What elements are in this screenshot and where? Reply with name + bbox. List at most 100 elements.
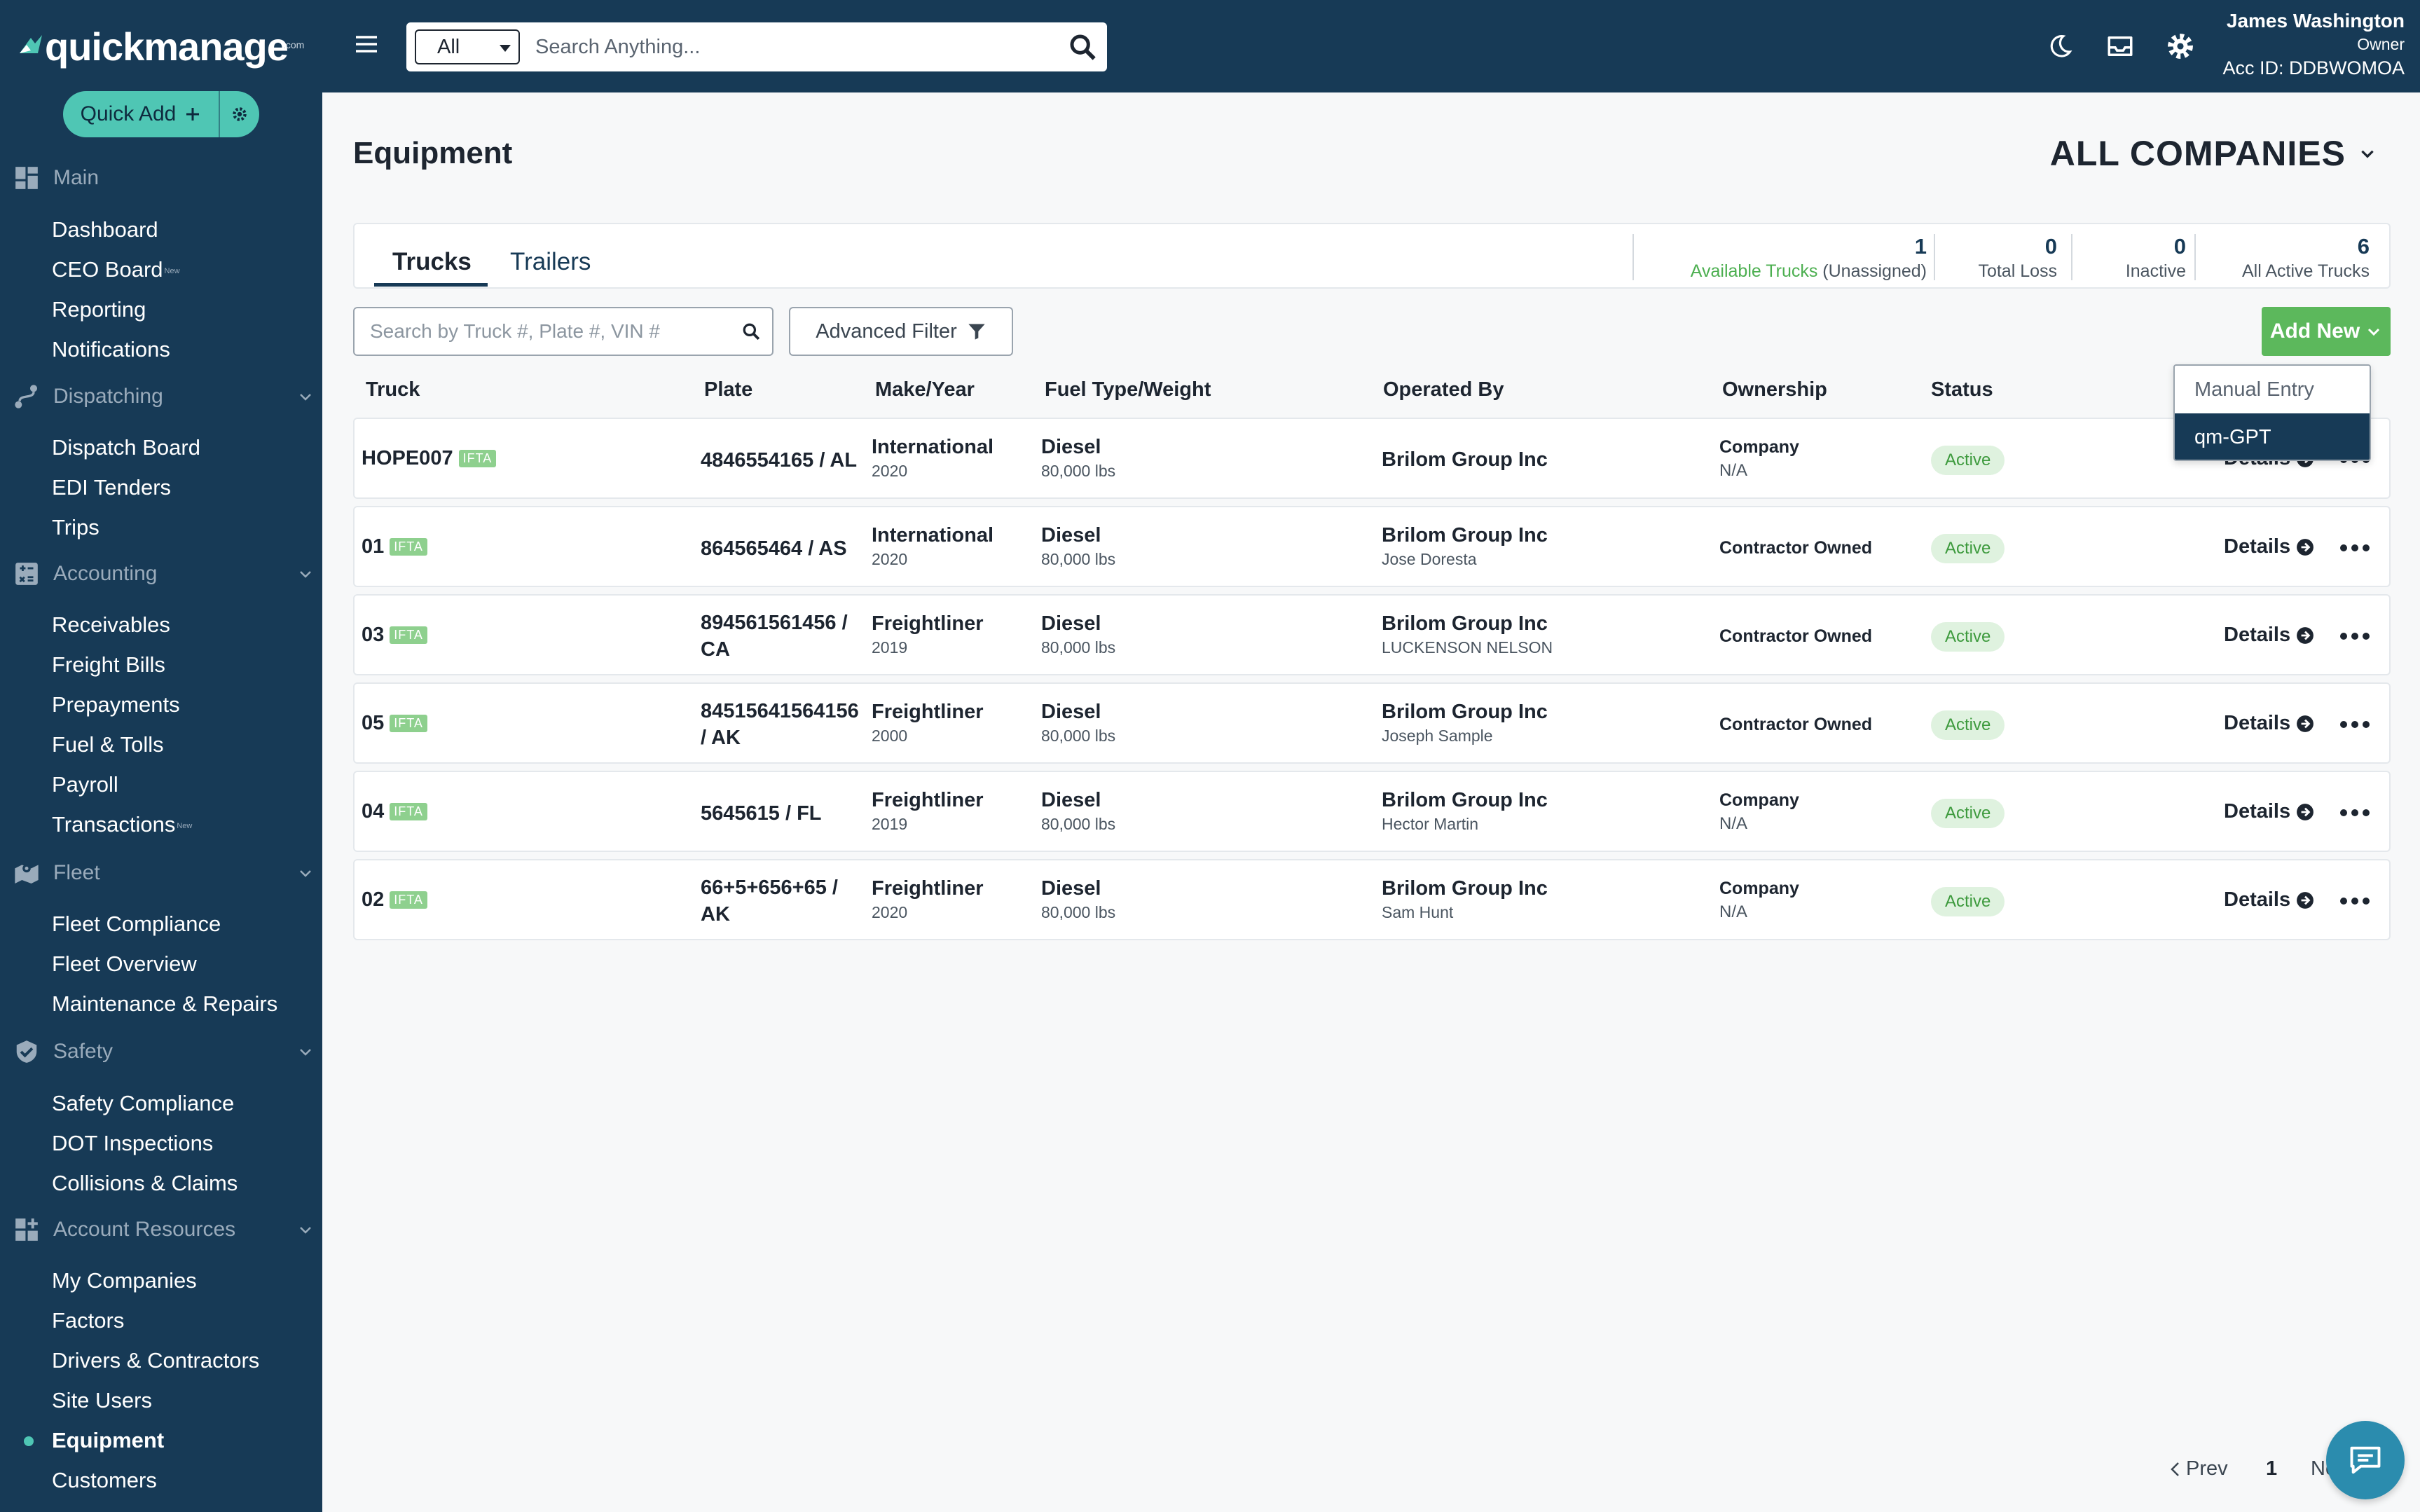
details-button[interactable]: Details (2224, 624, 2314, 647)
ownership-cell-primary: Contractor Owned (1719, 626, 1873, 646)
sidebar-item-transactions[interactable]: Transactions New (52, 807, 192, 842)
column-header-ownership[interactable]: Ownership (1722, 378, 1827, 401)
column-header-make-year[interactable]: Make/Year (875, 378, 975, 401)
inbox-button[interactable] (2105, 31, 2136, 62)
truck-search-button[interactable] (730, 322, 772, 341)
tab-trailers[interactable]: Trailers (510, 248, 591, 275)
top-bar: All James Washington Owner Acc ID: DDBWO… (322, 0, 2420, 92)
table-row[interactable]: 01 IFTA 864565464 / AS International 2020 Die… (353, 506, 2391, 587)
row-actions-button[interactable] (2337, 535, 2372, 561)
menu-item-manual-entry[interactable]: Manual Entry (2194, 378, 2314, 401)
sidebar-item-ceo-board-label: CEO Board (52, 257, 163, 282)
column-header-status[interactable]: Status (1931, 378, 1993, 401)
quick-add-main[interactable]: Quick Add (63, 91, 219, 137)
details-button[interactable]: Details (2224, 888, 2314, 912)
make-year-cell-primary: Freightliner (872, 789, 984, 811)
advanced-filter-button[interactable]: Advanced Filter (789, 307, 1013, 356)
sidebar-item-prepayments[interactable]: Prepayments (52, 692, 180, 717)
menu-toggle-button[interactable] (355, 34, 378, 55)
stat-available-trucks[interactable]: 1 Available Trucks (Unassigned) (1691, 233, 1927, 282)
section-accounting[interactable]: Accounting (13, 556, 314, 592)
add-new-button[interactable]: Add New (2262, 307, 2391, 356)
table-row[interactable]: HOPE007 IFTA 4846554165 / AL International 2… (353, 418, 2391, 499)
menu-item-qm-gpt[interactable]: qm-GPT (2175, 413, 2370, 460)
table-row[interactable]: 02 IFTA 66+5+656+65 / AK Freightliner 2020 Die… (353, 859, 2391, 940)
sidebar-item-safety-compliance[interactable]: Safety Compliance (52, 1091, 235, 1115)
sidebar-item-equipment[interactable]: Equipment (52, 1428, 165, 1452)
row-actions-button[interactable] (2337, 712, 2372, 737)
row-actions-button[interactable] (2337, 800, 2372, 825)
details-label: Details (2224, 712, 2291, 734)
stat-available-trucks-label: Available Trucks (Unassigned) (1691, 261, 1927, 282)
sidebar-item-factors[interactable]: Factors (52, 1308, 125, 1333)
section-safety[interactable]: Safety (13, 1033, 314, 1070)
global-search-button[interactable] (1058, 22, 1107, 71)
sidebar-item-my-companies[interactable]: My Companies (52, 1268, 197, 1293)
column-header-truck[interactable]: Truck (366, 378, 420, 401)
sidebar-item-maintenance-repairs[interactable]: Maintenance & Repairs (52, 991, 278, 1016)
truck-number-label: 02 (362, 888, 385, 911)
quick-add-settings-button[interactable] (220, 91, 259, 137)
sidebar-item-fleet-compliance[interactable]: Fleet Compliance (52, 912, 221, 936)
operated-by-cell: Brilom Group Inc LUCKENSON NELSON (1382, 611, 1553, 659)
table-row[interactable]: 03 IFTA 894561561456 / CA Freightliner 2019 Di… (353, 594, 2391, 675)
fuel-weight-cell-secondary: 80,000 lbs (1041, 727, 1116, 745)
table-row[interactable]: 04 IFTA 5645615 / FL Freightliner 2019 Diesel… (353, 771, 2391, 852)
row-actions-button[interactable] (2337, 624, 2372, 649)
search-scope-select[interactable]: All (415, 29, 520, 64)
sidebar-item-dashboard[interactable]: Dashboard (52, 217, 158, 242)
sidebar-item-dispatch-board[interactable]: Dispatch Board (52, 435, 200, 460)
chevron-down-icon (300, 1049, 311, 1056)
make-year-cell: International 2020 (872, 523, 994, 570)
section-main[interactable]: Main (13, 160, 314, 196)
sidebar-item-ceo-board[interactable]: CEO Board New (52, 252, 180, 287)
sidebar-item-trips[interactable]: Trips (52, 515, 99, 539)
sidebar-item-customers[interactable]: Customers (52, 1468, 157, 1492)
section-dispatching[interactable]: Dispatching (13, 378, 314, 415)
sidebar-item-fleet-overview[interactable]: Fleet Overview (52, 951, 197, 976)
tab-trucks[interactable]: Trucks (392, 248, 472, 275)
pagination-prev-label: Prev (2186, 1457, 2228, 1480)
truck-number: 02 IFTA (362, 888, 427, 912)
plate-line-1: 894561561456 / (701, 612, 848, 634)
sidebar-item-site-users[interactable]: Site Users (52, 1388, 152, 1413)
section-account-resources[interactable]: Account Resources (13, 1211, 314, 1248)
app-logo[interactable]: quickmanage (17, 21, 311, 71)
settings-button[interactable] (2165, 31, 2196, 62)
sidebar-item-payroll[interactable]: Payroll (52, 772, 118, 797)
sidebar-item-fuel-tolls[interactable]: Fuel & Tolls (52, 732, 164, 757)
sidebar-item-edi-tenders[interactable]: EDI Tenders (52, 475, 172, 500)
sidebar-item-collisions-claims[interactable]: Collisions & Claims (52, 1171, 238, 1195)
chat-support-button[interactable] (2326, 1421, 2405, 1499)
pagination-prev[interactable]: Prev (2169, 1457, 2228, 1480)
status-badge: Active (1931, 710, 2005, 740)
more-horizontal-icon (2340, 633, 2370, 640)
details-button[interactable]: Details (2224, 535, 2314, 558)
stat-inactive[interactable]: 0 Inactive (2126, 233, 2186, 282)
sidebar-item-reporting[interactable]: Reporting (52, 297, 146, 322)
sidebar-item-receivables[interactable]: Receivables (52, 612, 170, 637)
details-button[interactable]: Details (2224, 712, 2314, 735)
sidebar-item-drivers-contractors[interactable]: Drivers & Contractors (52, 1348, 260, 1373)
column-header-operated-by[interactable]: Operated By (1383, 378, 1504, 401)
table-row[interactable]: 05 IFTA 84515641564156 / AK Freightliner 2000… (353, 682, 2391, 764)
user-menu[interactable]: James Washington Owner Acc ID: DDBWOMOA (2222, 8, 2405, 81)
quick-add-button[interactable]: Quick Add (63, 91, 259, 137)
company-selector[interactable]: ALL COMPANIES (2050, 133, 2377, 174)
sidebar-item-notifications[interactable]: Notifications (52, 337, 170, 362)
stat-total-loss[interactable]: 0 Total Loss (1978, 233, 2057, 282)
more-horizontal-icon (2340, 809, 2370, 816)
stat-all-active-trucks[interactable]: 6 All Active Trucks (2242, 233, 2370, 282)
sidebar-item-freight-bills[interactable]: Freight Bills (52, 652, 165, 677)
column-header-fuel-weight[interactable]: Fuel Type/Weight (1045, 378, 1211, 401)
column-header-plate[interactable]: Plate (704, 378, 753, 401)
section-fleet[interactable]: Fleet (13, 855, 314, 891)
truck-search-input[interactable] (355, 320, 730, 343)
pagination-current-page[interactable]: 1 (2266, 1457, 2278, 1480)
dark-mode-toggle[interactable] (2044, 31, 2075, 62)
row-actions-button[interactable] (2337, 888, 2372, 914)
fuel-weight-cell-secondary: 80,000 lbs (1041, 638, 1116, 657)
sidebar-item-dot-inspections[interactable]: DOT Inspections (52, 1131, 214, 1155)
details-button[interactable]: Details (2224, 800, 2314, 823)
global-search-input[interactable] (520, 26, 1058, 68)
